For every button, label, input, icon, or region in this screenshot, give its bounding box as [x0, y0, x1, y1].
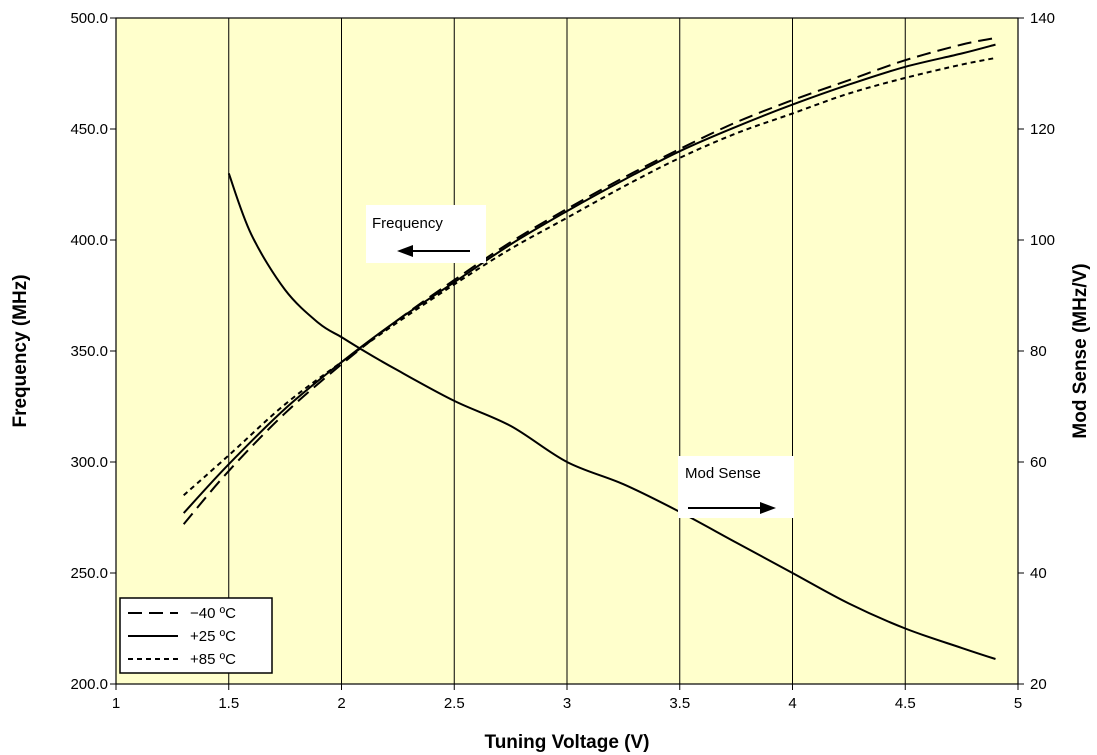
y2-tick-label-2: 60 [1030, 454, 1047, 471]
series-layer [182, 37, 996, 660]
y2-tick-label-0: 20 [1030, 676, 1047, 693]
x-tick-labels: 1 1.5 2 2.5 3 3.5 4 4.5 5 [112, 695, 1022, 712]
x-tick-label-4: 3 [563, 695, 571, 712]
series-line-plus85 [183, 57, 996, 497]
mod-sense-annotation-label: Mod Sense [685, 465, 761, 482]
frequency-annotation: Frequency [366, 205, 486, 263]
left-arrow-icon [397, 245, 470, 257]
x-tick-label-2: 2 [337, 695, 345, 712]
tick-marks [110, 17, 1024, 690]
y-tick-label-3: 350.0 [70, 343, 108, 360]
series-line-minus40 [182, 37, 996, 525]
legend: −40 ºC +25 ºC +85 ºC [119, 597, 273, 674]
y-tick-labels: 200.0 250.0 300.0 350.0 400.0 450.0 500.0 [70, 10, 108, 693]
y2-axis-title: Mod Sense (MHz/V) [1070, 263, 1091, 438]
x-tick-label-3: 2.5 [444, 695, 465, 712]
legend-label-plus25: +25 ºC [190, 628, 236, 645]
x-tick-label-5: 3.5 [669, 695, 690, 712]
y-tick-label-1: 250.0 [70, 565, 108, 582]
x-axis-title: Tuning Voltage (V) [485, 732, 650, 753]
series-line-plus25 [182, 43, 996, 514]
x-tick-label-1: 1.5 [218, 695, 239, 712]
frequency-annotation-label: Frequency [372, 215, 443, 232]
mod-sense-annotation: Mod Sense [678, 456, 794, 518]
right-arrow-head [760, 502, 776, 514]
y-tick-label-6: 500.0 [70, 10, 108, 27]
y2-tick-label-6: 140 [1030, 10, 1055, 27]
y-tick-label-0: 200.0 [70, 676, 108, 693]
y-tick-label-2: 300.0 [70, 454, 108, 471]
y-tick-label-5: 450.0 [70, 121, 108, 138]
legend-label-plus85: +85 ºC [190, 651, 236, 668]
x-tick-label-6: 4 [788, 695, 796, 712]
y2-tick-label-1: 40 [1030, 565, 1047, 582]
y-axis-title: Frequency (MHz) [10, 274, 31, 427]
legend-label-minus40: −40 ºC [190, 605, 236, 622]
left-arrow-head [397, 245, 413, 257]
series-line-mod-sense [227, 173, 996, 660]
y2-tick-label-4: 100 [1030, 232, 1055, 249]
y-tick-label-4: 400.0 [70, 232, 108, 249]
y2-tick-label-3: 80 [1030, 343, 1047, 360]
x-tick-label-8: 5 [1014, 695, 1022, 712]
x-tick-label-7: 4.5 [895, 695, 916, 712]
y2-tick-label-5: 120 [1030, 121, 1055, 138]
y2-tick-labels: 20 40 60 80 100 120 140 [1030, 10, 1055, 693]
x-tick-label-0: 1 [112, 695, 120, 712]
right-arrow-icon [688, 502, 776, 514]
